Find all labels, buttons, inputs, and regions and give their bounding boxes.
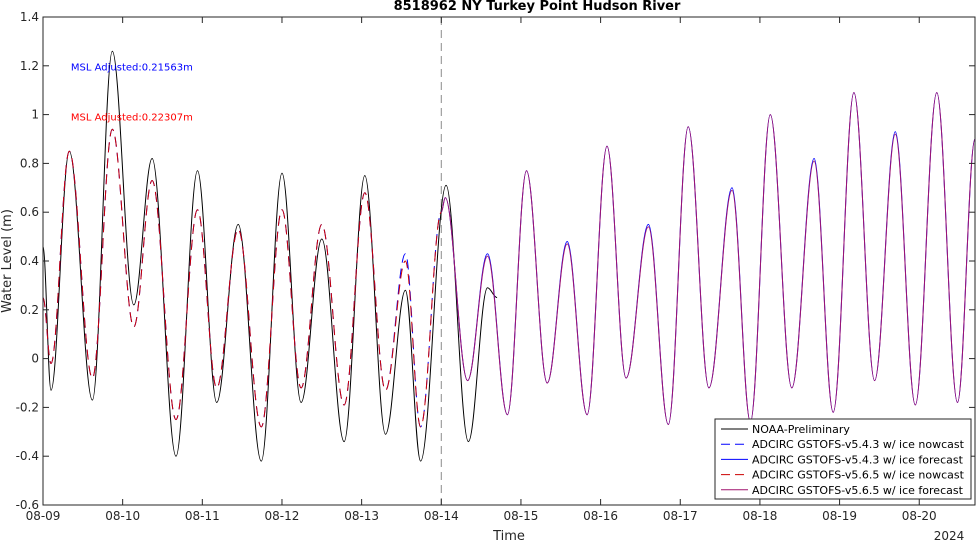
- legend-entry-label: NOAA-Preliminary: [752, 423, 850, 436]
- y-tick-label: 1: [31, 108, 39, 122]
- y-tick-label: 1.2: [20, 59, 39, 73]
- y-axis-label: Water Level (m): [0, 209, 15, 313]
- x-tick-label: 08-14: [424, 509, 459, 523]
- series-line-5: [440, 92, 976, 426]
- y-tick-label: 0.8: [20, 156, 39, 170]
- x-tick-label: 08-19: [822, 509, 857, 523]
- y-tick-label: 0: [31, 352, 39, 366]
- chart-title: 8518962 NY Turkey Point Hudson River: [394, 0, 681, 14]
- legend-entry-label: ADCIRC GSTOFS-v5.6.5 w/ ice forecast: [752, 484, 964, 497]
- msl-annotation-1: MSL Adjusted:0.21563m: [71, 63, 193, 74]
- y-tick-label: -0.2: [16, 400, 39, 414]
- x-tick-label: 08-17: [663, 509, 698, 523]
- series-line-1: [42, 50, 498, 462]
- y-tick-label: 1.4: [20, 10, 39, 24]
- x-tick-label: 08-11: [185, 509, 220, 523]
- x-axis-label: Time: [492, 529, 525, 541]
- x-tick-label: 08-16: [583, 509, 618, 523]
- y-tick-label: 0.4: [20, 254, 39, 268]
- y-tick-label: -0.6: [16, 498, 39, 512]
- x-tick-label: 08-12: [265, 509, 300, 523]
- legend: NOAA-Preliminary ADCIRC GSTOFS-v5.4.3 w/ …: [714, 418, 972, 500]
- x-tick-label: 08-15: [504, 509, 539, 523]
- y-tick-label: 0.2: [20, 303, 39, 317]
- y-tick-label: -0.4: [16, 449, 39, 463]
- legend-entry-label: ADCIRC GSTOFS-v5.6.5 w/ ice nowcast: [752, 469, 965, 482]
- x-tick-label: 08-10: [105, 509, 140, 523]
- x-tick-label: 08-18: [742, 509, 777, 523]
- legend-entry-label: ADCIRC GSTOFS-v5.4.3 w/ ice forecast: [752, 453, 964, 466]
- legend-entry-label: ADCIRC GSTOFS-v5.4.3 w/ ice nowcast: [752, 438, 965, 451]
- msl-annotation-2: MSL Adjusted:0.22307m: [71, 113, 193, 124]
- x-tick-label: 08-13: [344, 509, 379, 523]
- series-line-4: [42, 128, 442, 428]
- year-label: 2024: [934, 529, 965, 541]
- x-tick-label: 08-20: [902, 509, 937, 523]
- x-tick-label: 08-09: [26, 509, 61, 523]
- legend-box: [714, 418, 972, 500]
- y-tick-label: 0.6: [20, 205, 39, 219]
